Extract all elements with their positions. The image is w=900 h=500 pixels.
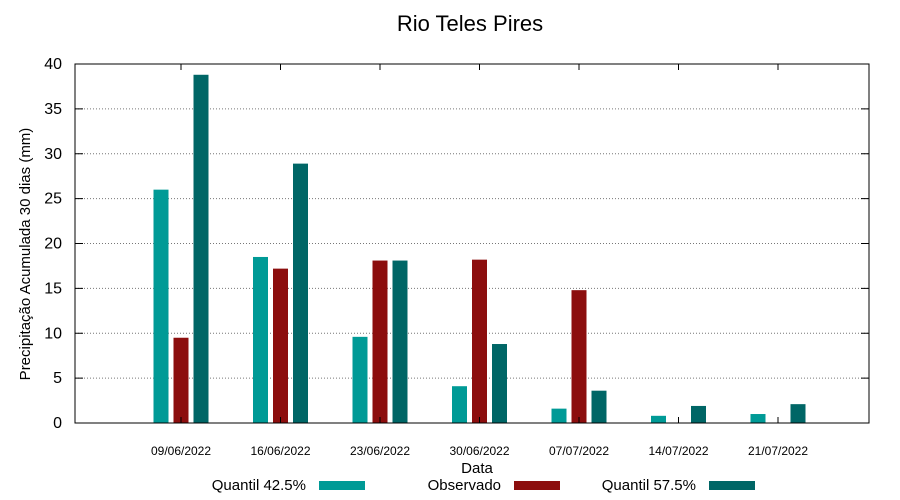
x-tick-label: 14/07/2022	[648, 444, 708, 458]
bar	[153, 189, 169, 423]
legend-swatch	[709, 481, 755, 490]
bar	[691, 405, 706, 423]
bar	[193, 74, 209, 424]
bar	[591, 390, 607, 423]
bar	[571, 290, 587, 423]
y-axis-label: Precipitação Acumulada 30 dias (mm)	[17, 128, 34, 381]
y-tick-label: 40	[44, 56, 62, 73]
x-tick-label: 16/06/2022	[250, 444, 310, 458]
legend-label: Observado	[428, 477, 501, 494]
legend-swatch	[319, 481, 365, 490]
x-axis-ticks: 09/06/2022 16/06/2022 23/06/2022 30/06/2022…	[151, 64, 808, 458]
bars	[153, 74, 806, 424]
x-axis-label: Data	[461, 460, 493, 477]
bar	[492, 344, 507, 423]
plot-frame	[74, 63, 870, 424]
legend: Quantil 42.5% Observado Quantil 57.5%	[212, 477, 755, 494]
legend-label: Quantil 42.5%	[212, 477, 306, 494]
y-tick-label: 35	[44, 101, 62, 118]
bar	[551, 408, 567, 423]
x-tick-label: 23/06/2022	[350, 444, 410, 458]
y-tick-label: 15	[44, 280, 62, 297]
x-tick-label: 07/07/2022	[549, 444, 609, 458]
bar	[750, 414, 766, 423]
bar	[452, 386, 467, 423]
x-tick-label: 21/07/2022	[748, 444, 808, 458]
bar	[372, 260, 388, 423]
y-tick-label: 20	[44, 236, 62, 253]
y-axis-ticks: 0 5 10 15 20 25 30 35 40	[44, 56, 869, 432]
y-tick-label: 30	[44, 146, 62, 163]
x-tick-label: 09/06/2022	[151, 444, 211, 458]
y-tick-label: 0	[53, 415, 62, 432]
chart-title: Rio Teles Pires	[397, 11, 543, 36]
bar	[392, 260, 408, 423]
bar	[273, 268, 288, 423]
legend-label: Quantil 57.5%	[602, 477, 696, 494]
bar	[173, 337, 189, 423]
bar	[790, 404, 806, 423]
bar	[253, 256, 268, 423]
y-tick-label: 25	[44, 191, 62, 208]
bar	[472, 259, 487, 423]
x-tick-label: 30/06/2022	[449, 444, 509, 458]
bar	[352, 336, 368, 423]
y-tick-label: 5	[53, 370, 62, 387]
bar	[293, 163, 308, 423]
bar	[651, 415, 666, 423]
legend-swatch	[514, 481, 560, 490]
y-tick-label: 10	[44, 325, 62, 342]
